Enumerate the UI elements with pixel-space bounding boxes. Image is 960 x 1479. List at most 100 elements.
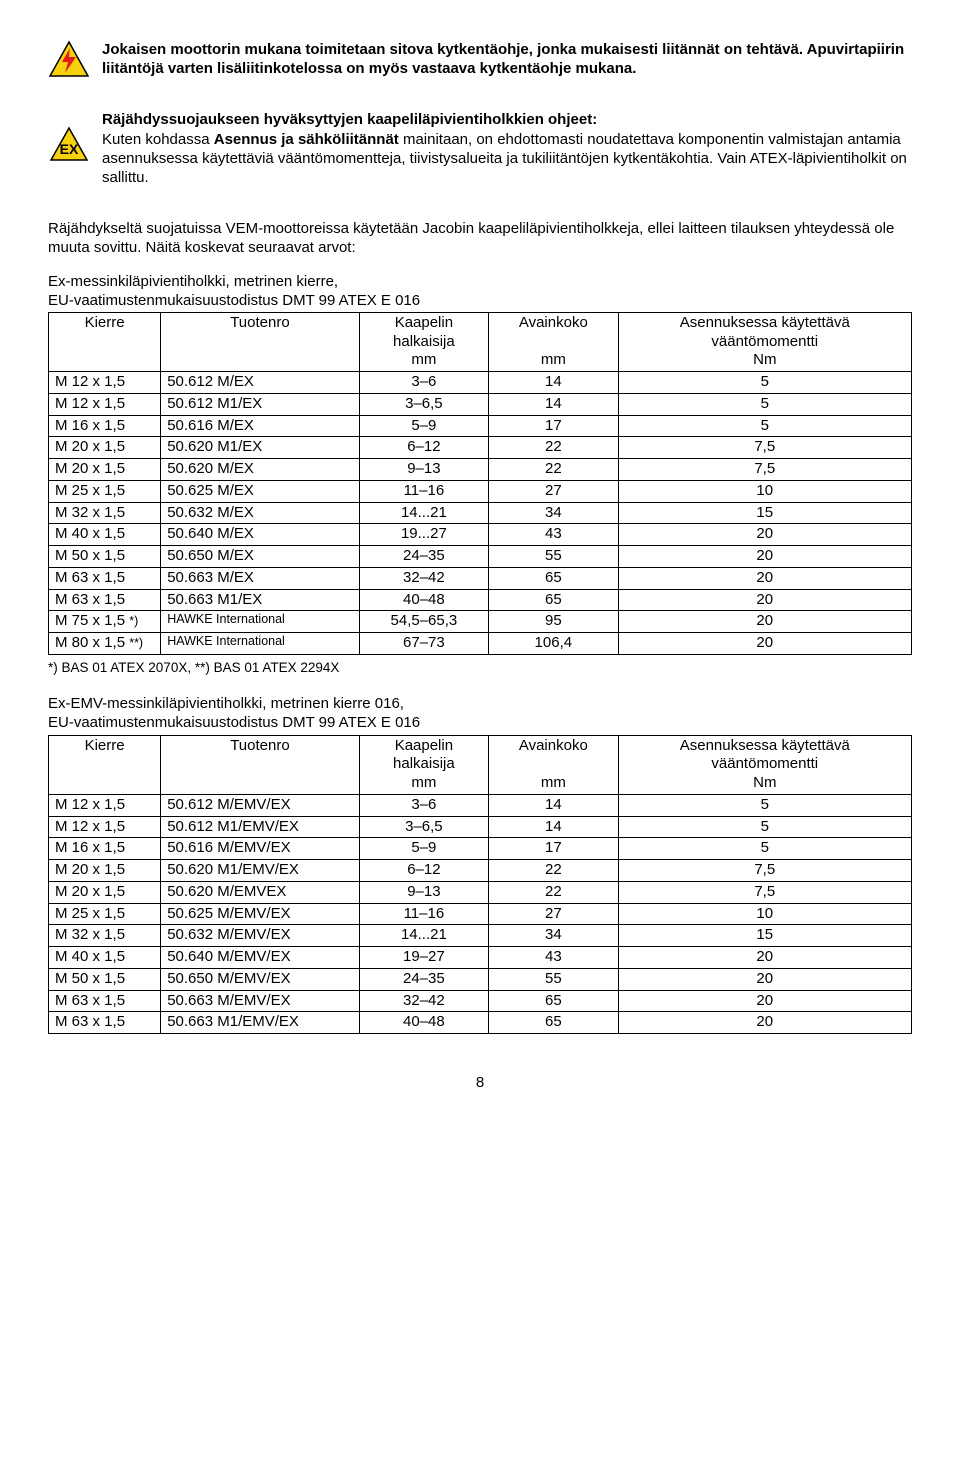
table-cell: 43 xyxy=(489,947,618,969)
table-cell: 22 xyxy=(489,881,618,903)
table-row: M 16 x 1,550.616 M/EX5–9175 xyxy=(49,415,912,437)
table-cell: M 20 x 1,5 xyxy=(49,860,161,882)
table-row: M 32 x 1,550.632 M/EX14...213415 xyxy=(49,502,912,524)
th-avainkoko: Avainkoko mm xyxy=(489,735,618,794)
table-cell: 3–6,5 xyxy=(359,393,488,415)
table-row: M 75 x 1,5 *)HAWKE International54,5–65,… xyxy=(49,611,912,633)
table-row: M 25 x 1,550.625 M/EMV/EX11–162710 xyxy=(49,903,912,925)
table-row: M 16 x 1,550.616 M/EMV/EX5–9175 xyxy=(49,838,912,860)
table-row: M 63 x 1,550.663 M1/EMV/EX40–486520 xyxy=(49,1012,912,1034)
table1-intro: Ex-messinkiläpivientiholkki, metrinen ki… xyxy=(48,272,912,310)
table-cell: 50.620 M/EX xyxy=(161,459,359,481)
table-cell: M 20 x 1,5 xyxy=(49,437,161,459)
table-row: M 40 x 1,550.640 M/EMV/EX19–274320 xyxy=(49,947,912,969)
table-row: M 20 x 1,550.620 M/EX9–13227,5 xyxy=(49,459,912,481)
table-header-row: Kierre Tuotenro Kaapelin halkaisija mm A… xyxy=(49,735,912,794)
table-row: M 12 x 1,550.612 M/EMV/EX3–6145 xyxy=(49,794,912,816)
table-cell: 50.612 M1/EX xyxy=(161,393,359,415)
table-cell: 15 xyxy=(618,502,911,524)
table-cell: 50.663 M/EX xyxy=(161,567,359,589)
table-cell: 22 xyxy=(489,437,618,459)
table-row: M 12 x 1,550.612 M/EX3–6145 xyxy=(49,372,912,394)
table-cell: 22 xyxy=(489,860,618,882)
table-cell: 7,5 xyxy=(618,881,911,903)
table-cell: HAWKE International xyxy=(161,611,359,633)
table-cell: 65 xyxy=(489,990,618,1012)
table1-footnote: *) BAS 01 ATEX 2070X, **) BAS 01 ATEX 22… xyxy=(48,659,912,676)
warning-paragraph: Jokaisen moottorin mukana toimitetaan si… xyxy=(48,40,912,92)
table-cell: 50.616 M/EMV/EX xyxy=(161,838,359,860)
th-kierre: Kierre xyxy=(49,735,161,794)
table-cell: 50.632 M/EX xyxy=(161,502,359,524)
table-cell: 3–6,5 xyxy=(359,816,488,838)
table-cell: 67–73 xyxy=(359,633,488,655)
table-cell: 20 xyxy=(618,968,911,990)
table-row: M 63 x 1,550.663 M/EX32–426520 xyxy=(49,567,912,589)
table-cell: M 16 x 1,5 xyxy=(49,838,161,860)
table-cell: 50.640 M/EMV/EX xyxy=(161,947,359,969)
table-row: M 20 x 1,550.620 M1/EMV/EX6–12227,5 xyxy=(49,860,912,882)
table2-intro: Ex-EMV-messinkiläpivientiholkki, metrine… xyxy=(48,694,912,732)
table-cell: 5 xyxy=(618,794,911,816)
p2-bold: Asennus ja sähköliitännät xyxy=(214,131,399,148)
th-avainkoko: Avainkoko mm xyxy=(489,312,618,371)
table-cell: 20 xyxy=(618,589,911,611)
table-cell: M 75 x 1,5 *) xyxy=(49,611,161,633)
table-cell: 11–16 xyxy=(359,903,488,925)
table-cell: 6–12 xyxy=(359,860,488,882)
table-cell: 32–42 xyxy=(359,990,488,1012)
table-cell: 7,5 xyxy=(618,860,911,882)
table-cell: 20 xyxy=(618,633,911,655)
p2-pre: Kuten kohdassa xyxy=(102,131,214,148)
table-cell: 15 xyxy=(618,925,911,947)
table-row: M 32 x 1,550.632 M/EMV/EX14...213415 xyxy=(49,925,912,947)
table-cell: M 12 x 1,5 xyxy=(49,794,161,816)
table-cell: 65 xyxy=(489,589,618,611)
table-cell: 50.663 M/EMV/EX xyxy=(161,990,359,1012)
table-cell: HAWKE International xyxy=(161,633,359,655)
table-cell: 20 xyxy=(618,546,911,568)
table-cell: M 25 x 1,5 xyxy=(49,903,161,925)
table-cell: M 40 x 1,5 xyxy=(49,947,161,969)
table-cell: M 63 x 1,5 xyxy=(49,1012,161,1034)
table-row: M 40 x 1,550.640 M/EX19...274320 xyxy=(49,524,912,546)
table-cell: 5 xyxy=(618,393,911,415)
table-cell: 20 xyxy=(618,567,911,589)
table-cell: M 63 x 1,5 xyxy=(49,567,161,589)
table-cell: 50.640 M/EX xyxy=(161,524,359,546)
table-1: Kierre Tuotenro Kaapelin halkaisija mm A… xyxy=(48,312,912,655)
th-kaapelin: Kaapelin halkaisija mm xyxy=(359,735,488,794)
table-cell: 50.620 M/EMVEX xyxy=(161,881,359,903)
paragraph-1: Jokaisen moottorin mukana toimitetaan si… xyxy=(102,40,912,78)
table-cell: 5–9 xyxy=(359,838,488,860)
table-cell: 14...21 xyxy=(359,925,488,947)
table-cell: 50.620 M1/EX xyxy=(161,437,359,459)
table-cell: 14 xyxy=(489,816,618,838)
table-cell: M 63 x 1,5 xyxy=(49,990,161,1012)
table-cell: 50.625 M/EX xyxy=(161,480,359,502)
th-torque: Asennuksessa käytettävä vääntömomentti N… xyxy=(618,312,911,371)
table-cell: 3–6 xyxy=(359,372,488,394)
table-cell: 3–6 xyxy=(359,794,488,816)
table-cell: 14...21 xyxy=(359,502,488,524)
table-cell: 5 xyxy=(618,816,911,838)
table-cell: M 63 x 1,5 xyxy=(49,589,161,611)
table-cell: 24–35 xyxy=(359,968,488,990)
table-cell: 10 xyxy=(618,480,911,502)
th-kierre: Kierre xyxy=(49,312,161,371)
ex-icon: EX xyxy=(48,110,90,164)
table-cell: 10 xyxy=(618,903,911,925)
table-cell: 54,5–65,3 xyxy=(359,611,488,633)
table-cell: 50.650 M/EMV/EX xyxy=(161,968,359,990)
warning-icon xyxy=(48,40,90,78)
table-row: M 12 x 1,550.612 M1/EX3–6,5145 xyxy=(49,393,912,415)
table-cell: 50.620 M1/EMV/EX xyxy=(161,860,359,882)
table-cell: 50.625 M/EMV/EX xyxy=(161,903,359,925)
table-cell: M 40 x 1,5 xyxy=(49,524,161,546)
table-cell: 106,4 xyxy=(489,633,618,655)
table-cell: 50.663 M1/EMV/EX xyxy=(161,1012,359,1034)
table-cell: 65 xyxy=(489,1012,618,1034)
table-cell: 9–13 xyxy=(359,881,488,903)
table-cell: 14 xyxy=(489,794,618,816)
table-cell: 11–16 xyxy=(359,480,488,502)
